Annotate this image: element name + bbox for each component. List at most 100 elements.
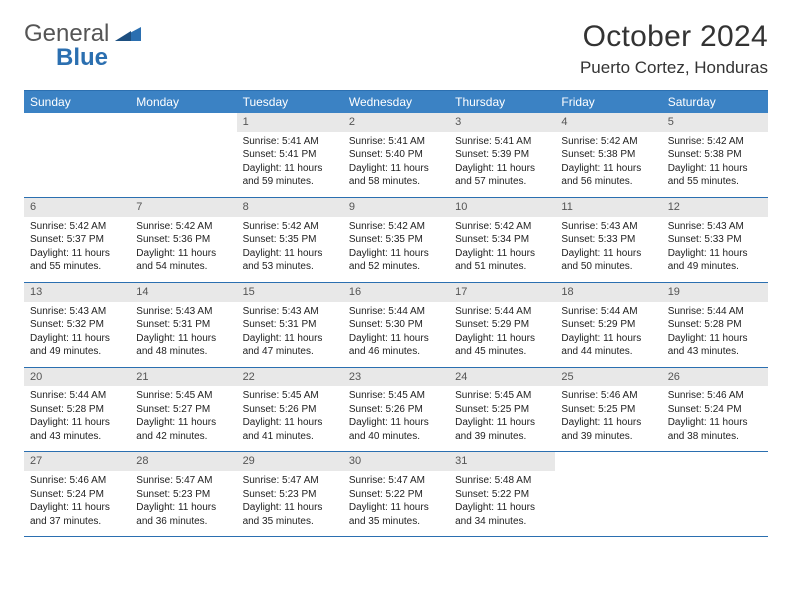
day-content: Sunrise: 5:46 AMSunset: 5:25 PMDaylight:… (555, 386, 661, 451)
day-cell-18: 18Sunrise: 5:44 AMSunset: 5:29 PMDayligh… (555, 282, 661, 367)
day-cell-25: 25Sunrise: 5:46 AMSunset: 5:25 PMDayligh… (555, 367, 661, 452)
day-content: Sunrise: 5:41 AMSunset: 5:39 PMDaylight:… (449, 132, 555, 197)
empty-cell (24, 113, 130, 197)
dow-thursday: Thursday (449, 91, 555, 113)
title-block: October 2024 Puerto Cortez, Honduras (580, 20, 768, 78)
empty-cell (555, 452, 661, 537)
day-cell-16: 16Sunrise: 5:44 AMSunset: 5:30 PMDayligh… (343, 282, 449, 367)
day-content: Sunrise: 5:43 AMSunset: 5:33 PMDaylight:… (555, 217, 661, 282)
day-number: 7 (130, 198, 236, 217)
calendar-row: 13Sunrise: 5:43 AMSunset: 5:32 PMDayligh… (24, 282, 768, 367)
day-cell-5: 5Sunrise: 5:42 AMSunset: 5:38 PMDaylight… (662, 113, 768, 197)
day-cell-28: 28Sunrise: 5:47 AMSunset: 5:23 PMDayligh… (130, 452, 236, 537)
day-content: Sunrise: 5:44 AMSunset: 5:29 PMDaylight:… (449, 302, 555, 367)
day-number: 23 (343, 368, 449, 387)
day-content: Sunrise: 5:43 AMSunset: 5:31 PMDaylight:… (237, 302, 343, 367)
day-content: Sunrise: 5:45 AMSunset: 5:25 PMDaylight:… (449, 386, 555, 451)
day-cell-22: 22Sunrise: 5:45 AMSunset: 5:26 PMDayligh… (237, 367, 343, 452)
day-number: 1 (237, 113, 343, 132)
day-cell-27: 27Sunrise: 5:46 AMSunset: 5:24 PMDayligh… (24, 452, 130, 537)
day-cell-6: 6Sunrise: 5:42 AMSunset: 5:37 PMDaylight… (24, 197, 130, 282)
day-content: Sunrise: 5:43 AMSunset: 5:32 PMDaylight:… (24, 302, 130, 367)
day-content: Sunrise: 5:47 AMSunset: 5:22 PMDaylight:… (343, 471, 449, 536)
day-content: Sunrise: 5:42 AMSunset: 5:35 PMDaylight:… (343, 217, 449, 282)
day-content: Sunrise: 5:44 AMSunset: 5:29 PMDaylight:… (555, 302, 661, 367)
day-number: 8 (237, 198, 343, 217)
page-title: October 2024 (580, 20, 768, 54)
day-content: Sunrise: 5:42 AMSunset: 5:36 PMDaylight:… (130, 217, 236, 282)
calendar-row: 1Sunrise: 5:41 AMSunset: 5:41 PMDaylight… (24, 113, 768, 197)
day-number: 12 (662, 198, 768, 217)
day-cell-29: 29Sunrise: 5:47 AMSunset: 5:23 PMDayligh… (237, 452, 343, 537)
day-cell-2: 2Sunrise: 5:41 AMSunset: 5:40 PMDaylight… (343, 113, 449, 197)
day-number: 3 (449, 113, 555, 132)
day-content: Sunrise: 5:48 AMSunset: 5:22 PMDaylight:… (449, 471, 555, 536)
dow-monday: Monday (130, 91, 236, 113)
day-number: 20 (24, 368, 130, 387)
day-cell-9: 9Sunrise: 5:42 AMSunset: 5:35 PMDaylight… (343, 197, 449, 282)
dow-row: SundayMondayTuesdayWednesdayThursdayFrid… (24, 91, 768, 113)
day-cell-3: 3Sunrise: 5:41 AMSunset: 5:39 PMDaylight… (449, 113, 555, 197)
day-cell-12: 12Sunrise: 5:43 AMSunset: 5:33 PMDayligh… (662, 197, 768, 282)
day-cell-19: 19Sunrise: 5:44 AMSunset: 5:28 PMDayligh… (662, 282, 768, 367)
day-content: Sunrise: 5:42 AMSunset: 5:37 PMDaylight:… (24, 217, 130, 282)
day-number: 6 (24, 198, 130, 217)
day-content: Sunrise: 5:42 AMSunset: 5:35 PMDaylight:… (237, 217, 343, 282)
calendar-row: 27Sunrise: 5:46 AMSunset: 5:24 PMDayligh… (24, 452, 768, 537)
day-content: Sunrise: 5:42 AMSunset: 5:34 PMDaylight:… (449, 217, 555, 282)
day-number: 18 (555, 283, 661, 302)
day-content: Sunrise: 5:43 AMSunset: 5:31 PMDaylight:… (130, 302, 236, 367)
day-content: Sunrise: 5:43 AMSunset: 5:33 PMDaylight:… (662, 217, 768, 282)
header: General Blue October 2024 Puerto Cortez,… (24, 20, 768, 78)
day-number: 11 (555, 198, 661, 217)
day-content: Sunrise: 5:44 AMSunset: 5:30 PMDaylight:… (343, 302, 449, 367)
day-cell-21: 21Sunrise: 5:45 AMSunset: 5:27 PMDayligh… (130, 367, 236, 452)
day-content: Sunrise: 5:47 AMSunset: 5:23 PMDaylight:… (130, 471, 236, 536)
day-cell-15: 15Sunrise: 5:43 AMSunset: 5:31 PMDayligh… (237, 282, 343, 367)
day-content: Sunrise: 5:45 AMSunset: 5:27 PMDaylight:… (130, 386, 236, 451)
day-number: 4 (555, 113, 661, 132)
calendar-table: SundayMondayTuesdayWednesdayThursdayFrid… (24, 91, 768, 537)
dow-wednesday: Wednesday (343, 91, 449, 113)
day-cell-7: 7Sunrise: 5:42 AMSunset: 5:36 PMDaylight… (130, 197, 236, 282)
day-cell-31: 31Sunrise: 5:48 AMSunset: 5:22 PMDayligh… (449, 452, 555, 537)
day-cell-8: 8Sunrise: 5:42 AMSunset: 5:35 PMDaylight… (237, 197, 343, 282)
day-content: Sunrise: 5:45 AMSunset: 5:26 PMDaylight:… (237, 386, 343, 451)
dow-sunday: Sunday (24, 91, 130, 113)
day-content: Sunrise: 5:47 AMSunset: 5:23 PMDaylight:… (237, 471, 343, 536)
day-cell-4: 4Sunrise: 5:42 AMSunset: 5:38 PMDaylight… (555, 113, 661, 197)
day-cell-1: 1Sunrise: 5:41 AMSunset: 5:41 PMDaylight… (237, 113, 343, 197)
day-content: Sunrise: 5:45 AMSunset: 5:26 PMDaylight:… (343, 386, 449, 451)
day-number: 22 (237, 368, 343, 387)
brand-triangle-icon (115, 26, 141, 42)
day-content: Sunrise: 5:41 AMSunset: 5:41 PMDaylight:… (237, 132, 343, 197)
day-content: Sunrise: 5:42 AMSunset: 5:38 PMDaylight:… (662, 132, 768, 197)
day-cell-23: 23Sunrise: 5:45 AMSunset: 5:26 PMDayligh… (343, 367, 449, 452)
day-cell-11: 11Sunrise: 5:43 AMSunset: 5:33 PMDayligh… (555, 197, 661, 282)
day-number: 27 (24, 452, 130, 471)
day-number: 5 (662, 113, 768, 132)
day-content: Sunrise: 5:41 AMSunset: 5:40 PMDaylight:… (343, 132, 449, 197)
day-number: 25 (555, 368, 661, 387)
day-cell-24: 24Sunrise: 5:45 AMSunset: 5:25 PMDayligh… (449, 367, 555, 452)
day-number: 31 (449, 452, 555, 471)
day-cell-20: 20Sunrise: 5:44 AMSunset: 5:28 PMDayligh… (24, 367, 130, 452)
dow-friday: Friday (555, 91, 661, 113)
dow-saturday: Saturday (662, 91, 768, 113)
day-number: 24 (449, 368, 555, 387)
empty-cell (130, 113, 236, 197)
calendar-body: 1Sunrise: 5:41 AMSunset: 5:41 PMDaylight… (24, 113, 768, 537)
day-number: 16 (343, 283, 449, 302)
calendar-row: 20Sunrise: 5:44 AMSunset: 5:28 PMDayligh… (24, 367, 768, 452)
day-cell-30: 30Sunrise: 5:47 AMSunset: 5:22 PMDayligh… (343, 452, 449, 537)
day-number: 14 (130, 283, 236, 302)
day-number: 10 (449, 198, 555, 217)
day-number: 21 (130, 368, 236, 387)
day-cell-26: 26Sunrise: 5:46 AMSunset: 5:24 PMDayligh… (662, 367, 768, 452)
empty-cell (662, 452, 768, 537)
day-content: Sunrise: 5:46 AMSunset: 5:24 PMDaylight:… (662, 386, 768, 451)
calendar-row: 6Sunrise: 5:42 AMSunset: 5:37 PMDaylight… (24, 197, 768, 282)
day-number: 15 (237, 283, 343, 302)
day-cell-13: 13Sunrise: 5:43 AMSunset: 5:32 PMDayligh… (24, 282, 130, 367)
day-content: Sunrise: 5:46 AMSunset: 5:24 PMDaylight:… (24, 471, 130, 536)
